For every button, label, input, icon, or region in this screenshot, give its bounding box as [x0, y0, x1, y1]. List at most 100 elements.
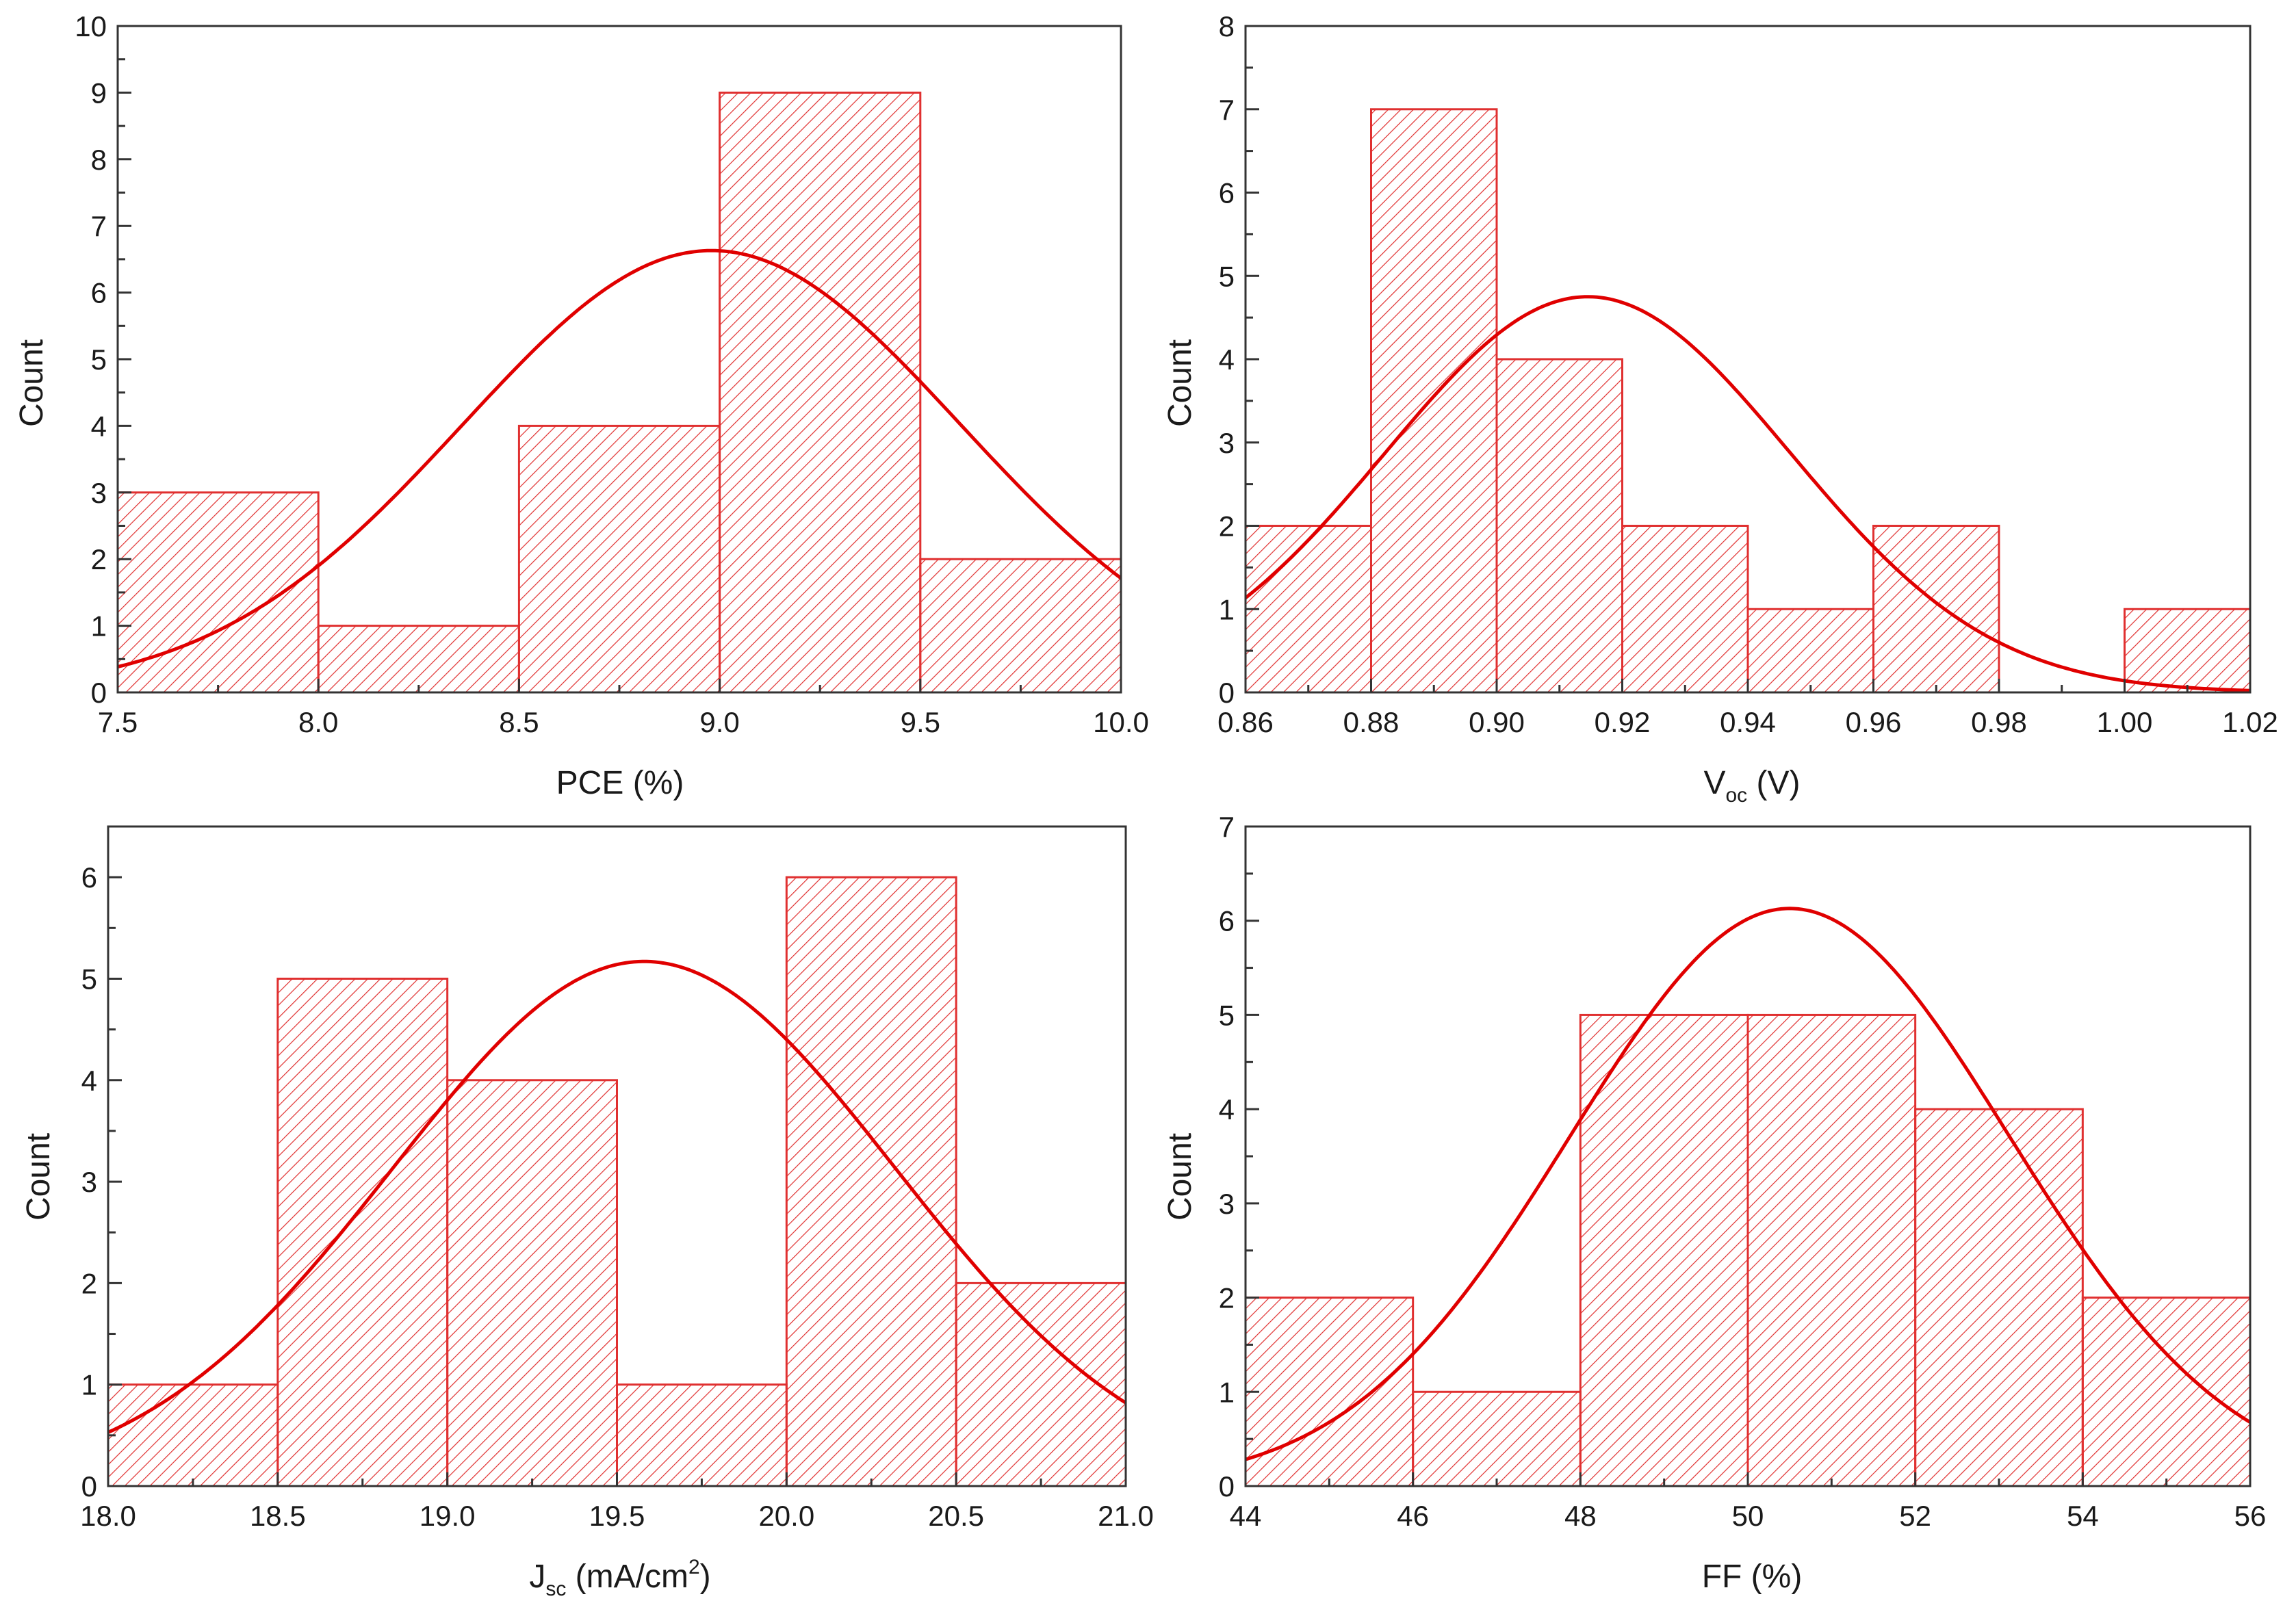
voc-y-tick-label: 7 [1219, 94, 1235, 126]
jsc-bar-4 [785, 876, 957, 1487]
voc-bar-5 [1872, 525, 2000, 694]
voc-bar-7 [2124, 608, 2252, 694]
ff-bar-3 [1746, 1013, 1917, 1487]
pce-bar-2 [517, 424, 721, 694]
jsc-x-tick-label: 21.0 [1098, 1500, 1154, 1532]
ff-bar-5 [2081, 1297, 2252, 1487]
ff-x-tick-label: 56 [2234, 1500, 2267, 1532]
jsc-x-tick-label: 20.0 [758, 1500, 814, 1532]
ff-x-tick-label: 50 [1732, 1500, 1764, 1532]
jsc-x-tick-label: 18.5 [250, 1500, 306, 1532]
pce-y-tick-label: 10 [75, 10, 107, 42]
ff-x-tick-label: 46 [1397, 1500, 1429, 1532]
voc-y-tick-label: 6 [1219, 177, 1235, 209]
ff-x-tick-label: 54 [2067, 1500, 2099, 1532]
jsc-y-tick-label: 1 [81, 1369, 97, 1401]
ff-y-axis-title: Count [1162, 1133, 1198, 1221]
pce-y-tick-label: 3 [91, 477, 107, 509]
voc-bar-4 [1746, 608, 1874, 694]
voc-y-tick-label: 0 [1219, 677, 1235, 709]
jsc-histogram: Count Jsc (mA/cm2) 18.0 18.5 19.0 19.5 20.0 2… [21, 825, 1154, 1600]
jsc-y-tick-label: 0 [81, 1470, 97, 1502]
jsc-x-tick-label: 19.0 [420, 1500, 476, 1532]
pce-bar-1 [317, 625, 520, 694]
jsc-bar-0 [107, 1383, 279, 1487]
pce-y-tick-label: 1 [91, 610, 107, 642]
voc-x-tick-label: 0.92 [1595, 706, 1651, 738]
voc-y-tick-label: 2 [1219, 510, 1235, 543]
pce-y-tick-label: 2 [91, 543, 107, 575]
pce-y-tick-label: 8 [91, 144, 107, 176]
voc-y-tick-label: 5 [1219, 260, 1235, 292]
jsc-x-tick-label: 19.5 [589, 1500, 645, 1532]
ff-fit-curve [1245, 907, 2252, 1461]
pce-y-tick-label: 4 [91, 410, 107, 442]
ff-x-tick-label: 52 [1899, 1500, 1931, 1532]
jsc-y-axis-title: Count [21, 1133, 57, 1221]
jsc-x-axis-title-tail: (mA/cm [566, 1559, 688, 1595]
voc-x-axis-title-sub: oc [1726, 784, 1748, 807]
voc-bar-1 [1370, 108, 1498, 694]
jsc-y-tick-label: 2 [81, 1267, 97, 1299]
jsc-bar-1 [276, 977, 449, 1487]
jsc-y-tick-label: 5 [81, 963, 97, 995]
jsc-x-axis-title: Jsc (mA/cm2) [529, 1556, 710, 1600]
pce-x-tick-label: 10.0 [1093, 706, 1149, 738]
voc-fit-curve [1244, 295, 2251, 692]
voc-x-tick-label: 1.02 [2222, 706, 2278, 738]
voc-y-tick-label: 3 [1219, 427, 1235, 459]
ff-bar-2 [1579, 1013, 1749, 1487]
pce-x-tick-label: 9.0 [699, 706, 739, 738]
jsc-x-axis-title-main: J [529, 1559, 545, 1595]
pce-x-tick-label: 7.5 [98, 706, 138, 738]
jsc-fit-curve [107, 959, 1127, 1434]
ff-y-tick-label: 5 [1219, 999, 1235, 1031]
voc-bar-2 [1495, 358, 1623, 694]
ff-y-tick-label: 7 [1219, 811, 1235, 843]
pce-y-tick-label: 7 [91, 210, 107, 242]
voc-x-tick-label: 0.96 [1846, 706, 1902, 738]
ff-y-tick-label: 4 [1219, 1093, 1235, 1125]
ff-y-tick-label: 6 [1219, 905, 1235, 937]
ff-y-tick-label: 1 [1219, 1376, 1235, 1408]
jsc-y-tick-label: 6 [81, 861, 97, 894]
pce-y-tick-label: 5 [91, 343, 107, 376]
ff-bar-1 [1412, 1390, 1582, 1487]
jsc-x-axis-title-sub: sc [545, 1578, 566, 1600]
pce-x-axis-title: PCE (%) [556, 765, 684, 801]
pce-y-axis-title: Count [14, 339, 50, 427]
pce-y-tick-label: 0 [91, 677, 107, 709]
voc-x-tick-label: 0.98 [1971, 706, 2027, 738]
pce-fit-curve [117, 248, 1122, 669]
jsc-x-tick-label: 18.0 [80, 1500, 136, 1532]
ff-x-axis-title: FF (%) [1702, 1559, 1803, 1595]
pce-y-tick-label: 9 [91, 77, 107, 109]
voc-x-tick-label: 0.90 [1469, 706, 1525, 738]
ff-y-tick-label: 3 [1219, 1188, 1235, 1220]
pce-bar-3 [719, 91, 922, 694]
pce-bar-0 [116, 491, 320, 694]
voc-y-tick-label: 4 [1219, 343, 1235, 376]
voc-x-axis-title-main: V [1703, 765, 1725, 801]
voc-bar-3 [1621, 525, 1749, 694]
voc-x-tick-label: 1.00 [2097, 706, 2153, 738]
voc-x-tick-label: 0.94 [1720, 706, 1776, 738]
jsc-x-axis-title-sup: 2 [688, 1556, 700, 1578]
ff-y-tick-label: 0 [1219, 1470, 1235, 1502]
jsc-y-tick-label: 4 [81, 1065, 97, 1097]
pce-histogram: Count PCE (%) 7.5 8.0 8.5 9.0 9.5 10.0 0 1 2 3 4 5 6… [14, 10, 1149, 801]
voc-x-axis-title-tail: (V) [1747, 765, 1800, 801]
voc-x-tick-label: 0.88 [1343, 706, 1399, 738]
voc-bar-0 [1244, 525, 1372, 694]
pce-x-tick-label: 8.0 [298, 706, 338, 738]
jsc-y-tick-label: 3 [81, 1166, 97, 1198]
voc-y-tick-label: 1 [1219, 593, 1235, 625]
voc-x-tick-label: 0.86 [1217, 706, 1274, 738]
voc-y-tick-label: 8 [1219, 10, 1235, 42]
pce-x-tick-label: 9.5 [901, 706, 940, 738]
pce-bar-4 [919, 558, 1122, 694]
pce-y-tick-label: 6 [91, 277, 107, 309]
